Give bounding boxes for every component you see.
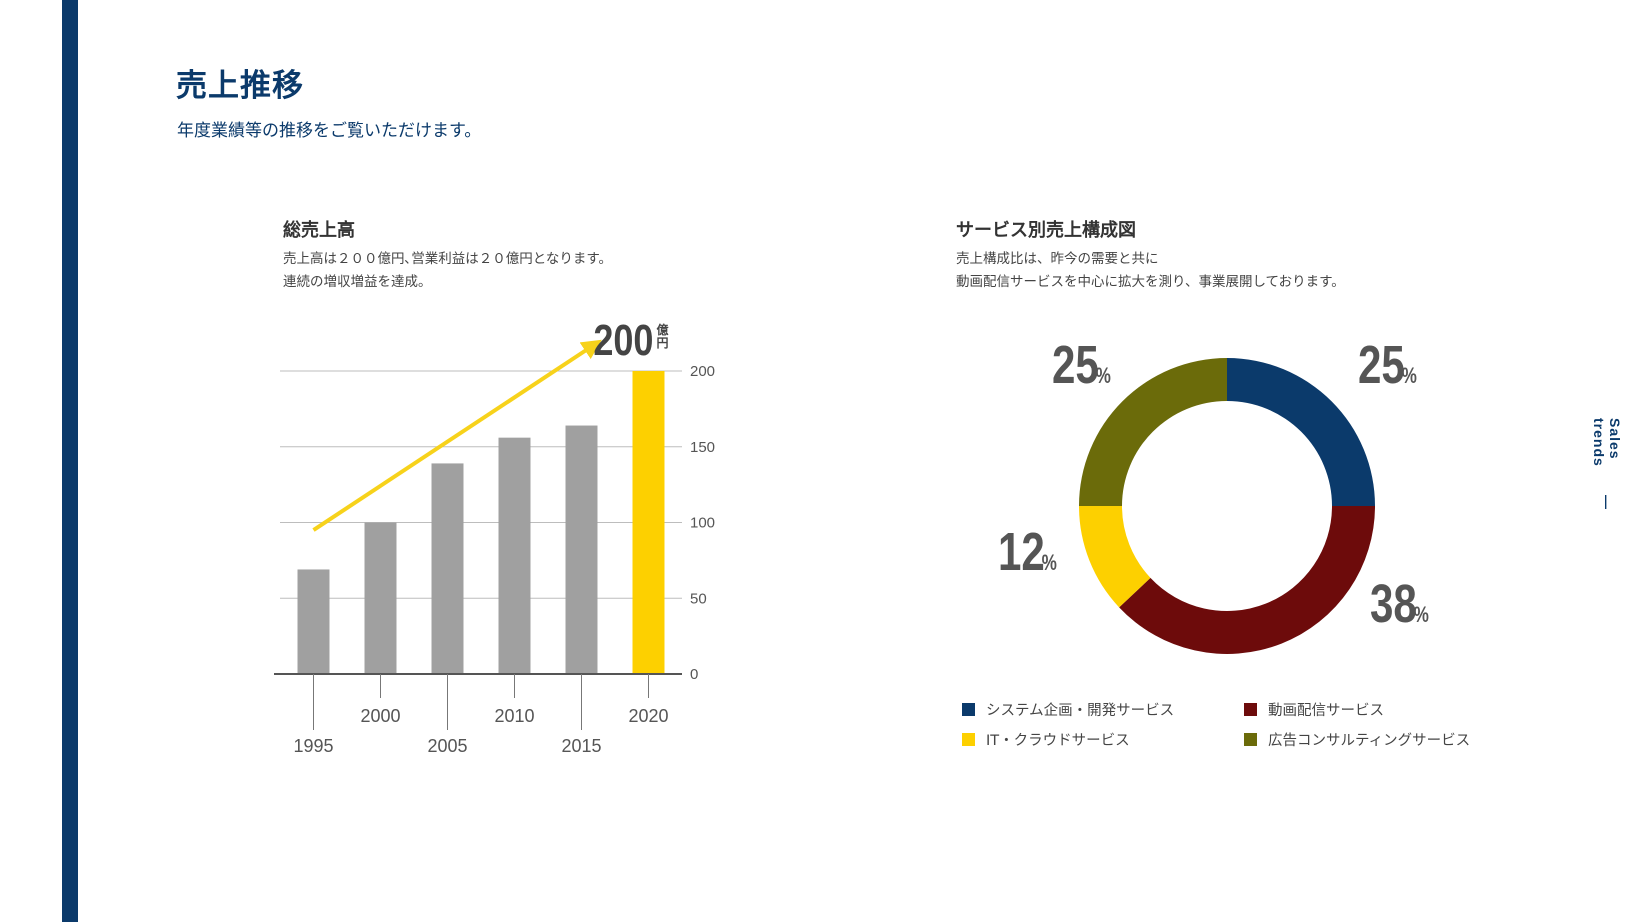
x-tick-label: 2020 xyxy=(628,706,668,726)
sales-desc-line-1: 売上高は２００億円､営業利益は２０億円となります。 xyxy=(283,251,612,267)
x-tick-label: 2000 xyxy=(360,706,400,726)
donut-slice xyxy=(1079,506,1151,608)
y-tick-label: 50 xyxy=(690,590,707,607)
legend-label: 広告コンサルティングサービス xyxy=(1268,733,1471,749)
x-tick-label: 2015 xyxy=(561,736,601,756)
y-tick-label: 0 xyxy=(690,666,698,683)
legend-item-system-dev: システム企画・開発サービス xyxy=(962,699,1244,720)
donut-slice xyxy=(1079,358,1227,506)
legend-label: 動画配信サービス xyxy=(1268,703,1384,719)
bar-highlight xyxy=(632,371,665,674)
bar xyxy=(565,425,598,674)
composition-desc-line-1: 売上構成比は、昨今の需要と共に xyxy=(956,251,1159,267)
bar xyxy=(364,522,397,674)
donut-percent-label: 12% xyxy=(998,522,1057,582)
sales-section-title: 総売上高 xyxy=(283,220,355,241)
side-tag-dash: — xyxy=(1599,495,1615,510)
service-donut-chart: 25%38%12%25% xyxy=(998,335,1429,655)
percent-value: 25 xyxy=(1052,335,1099,395)
legend-label: IT・クラウドサービス xyxy=(986,733,1130,749)
percent-symbol: % xyxy=(1042,551,1058,576)
highlight-unit-line-1: 億 xyxy=(657,322,669,337)
donut-percent-label: 25% xyxy=(1358,335,1417,395)
percent-value: 38 xyxy=(1370,574,1417,634)
composition-section-description: 売上構成比は、昨今の需要と共に 動画配信サービスを中心に拡大を測り、事業展開して… xyxy=(956,248,1345,294)
sales-desc-line-2: 連続の増収増益を達成。 xyxy=(283,274,432,290)
left-accent-bar xyxy=(62,0,78,922)
percent-value: 25 xyxy=(1358,335,1405,395)
legend-item-ad-consulting: 広告コンサルティングサービス xyxy=(1244,729,1482,750)
side-tag-text: Sales trends xyxy=(1591,418,1623,467)
percent-value: 12 xyxy=(998,522,1045,582)
legend-swatch xyxy=(1244,733,1257,746)
percent-symbol: % xyxy=(1402,364,1418,389)
highlight-unit-line-2: 円 xyxy=(657,336,669,350)
sales-trends-side-label: Sales trends — xyxy=(1591,418,1623,510)
percent-symbol: % xyxy=(1096,364,1112,389)
y-tick-label: 200 xyxy=(690,363,715,380)
legend-item-it-cloud: IT・クラウドサービス xyxy=(962,729,1244,750)
page-subtitle: 年度業績等の推移をご覧いただけます。 xyxy=(177,121,482,141)
donut-slice xyxy=(1119,506,1375,655)
legend-swatch xyxy=(1244,703,1257,716)
x-tick-label: 1995 xyxy=(293,736,333,756)
y-tick-label: 100 xyxy=(690,515,715,532)
sales-section-description: 売上高は２００億円､営業利益は２０億円となります。 連続の増収増益を達成。 xyxy=(283,248,612,294)
x-tick-label: 2005 xyxy=(427,736,467,756)
sales-bar-chart: 0 50 100 150 200 1995 2000 2005 2010 2015 2020 200 億… xyxy=(274,316,715,756)
highlight-value-label: 200 xyxy=(593,316,653,365)
composition-section-title: サービス別売上構成図 xyxy=(956,220,1136,241)
page-title: 売上推移 xyxy=(176,68,304,104)
bar xyxy=(297,569,330,674)
legend-swatch xyxy=(962,733,975,746)
trend-arrow xyxy=(312,339,602,532)
legend-label: システム企画・開発サービス xyxy=(986,703,1175,719)
donut-slice xyxy=(1227,358,1375,506)
x-tick-label: 2010 xyxy=(494,706,534,726)
legend-item-video: 動画配信サービス xyxy=(1244,699,1482,720)
donut-percent-label: 38% xyxy=(1370,574,1429,634)
composition-desc-line-2: 動画配信サービスを中心に拡大を測り、事業展開しております。 xyxy=(956,274,1345,290)
donut-percent-label: 25% xyxy=(1052,335,1111,395)
bar xyxy=(431,463,464,674)
donut-legend: システム企画・開発サービス 動画配信サービス IT・クラウドサービス 広告コンサ… xyxy=(962,699,1482,750)
legend-swatch xyxy=(962,703,975,716)
bar xyxy=(498,437,531,674)
y-tick-label: 150 xyxy=(690,439,715,456)
percent-symbol: % xyxy=(1414,603,1430,628)
